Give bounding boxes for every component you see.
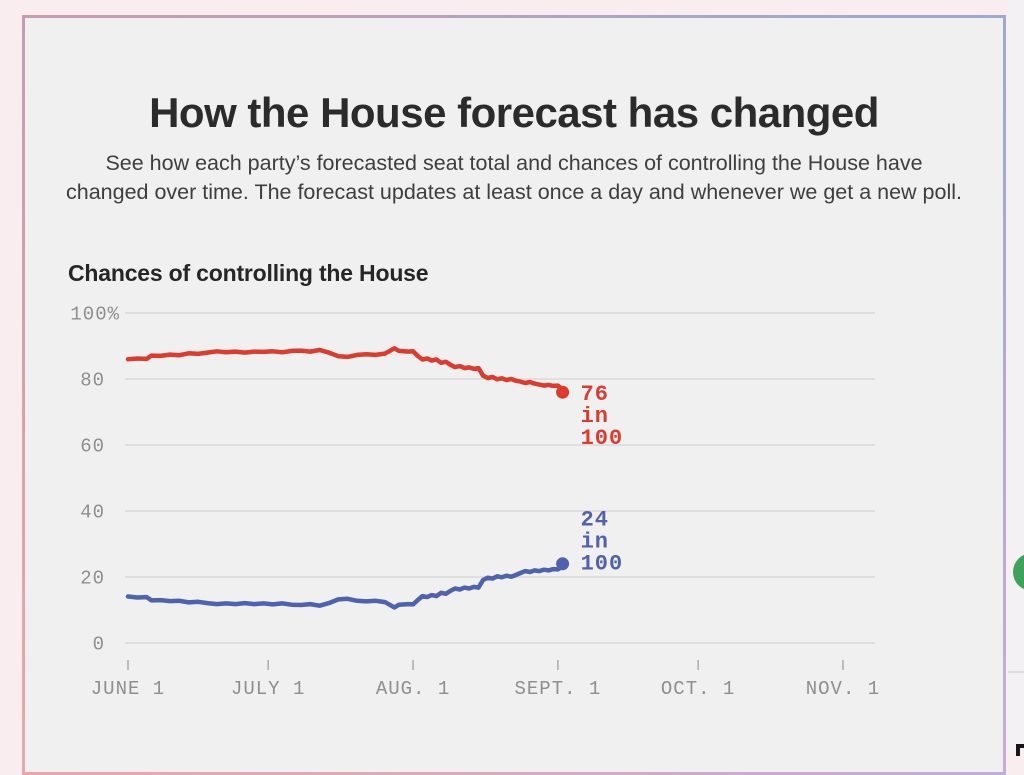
page-title: How the House forecast has changed bbox=[149, 89, 879, 137]
neighbor-black-corner-fragment bbox=[1016, 744, 1024, 756]
x-axis-label-NOV. 1: NOV. 1 bbox=[806, 678, 880, 700]
x-axis-label-JUNE 1: JUNE 1 bbox=[91, 678, 165, 700]
page: { "page": { "title": "How the House fore… bbox=[22, 15, 1024, 775]
red-end-label-line-1: in bbox=[581, 404, 609, 429]
y-axis-label-60: 60 bbox=[80, 436, 105, 458]
y-axis-label-0: 0 bbox=[93, 634, 105, 656]
forecast-card-border bbox=[22, 15, 1006, 775]
blue-end-label-line-2: 100 bbox=[581, 551, 624, 576]
x-axis-label-JULY 1: JULY 1 bbox=[231, 678, 305, 700]
x-axis-label-OCT. 1: OCT. 1 bbox=[661, 678, 735, 700]
x-axis-label-SEPT. 1: SEPT. 1 bbox=[515, 678, 602, 700]
red-series-end-dot bbox=[556, 385, 570, 399]
blue-series-line bbox=[125, 561, 565, 610]
forecast-card bbox=[25, 18, 1003, 772]
neighbor-gridline-fragment bbox=[1008, 671, 1024, 673]
page-subtitle: See how each party’s forecasted seat tot… bbox=[66, 150, 962, 204]
blue-series-end-dot bbox=[556, 557, 570, 571]
blue-end-label-line-0: 24 bbox=[581, 507, 609, 532]
y-axis-label-40: 40 bbox=[80, 502, 105, 524]
house-forecast-line-chart: 100% 80 60 40 20 0 JUNE 1 JULY 1 AUG. 1 SEPT. 1 OC… bbox=[70, 304, 880, 701]
y-axis-label-100: 100% bbox=[70, 304, 120, 326]
red-series-line bbox=[125, 346, 565, 395]
y-axis-label-20: 20 bbox=[80, 568, 105, 590]
neighbor-green-dot-fragment bbox=[1013, 553, 1024, 591]
red-end-label-line-2: 100 bbox=[581, 426, 624, 451]
chart-heading: Chances of controlling the House bbox=[68, 260, 429, 287]
blue-end-label-line-1: in bbox=[581, 529, 609, 554]
x-axis-label-AUG. 1: AUG. 1 bbox=[376, 678, 450, 700]
y-axis-label-80: 80 bbox=[80, 370, 105, 392]
red-end-label-line-0: 76 bbox=[581, 382, 609, 407]
